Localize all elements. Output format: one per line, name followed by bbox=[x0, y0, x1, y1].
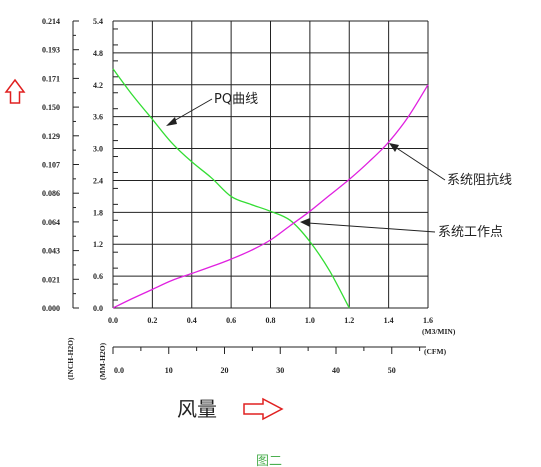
x-tick-label: 1.6 bbox=[423, 316, 433, 325]
outer-y-tick-label: 0.064 bbox=[42, 218, 60, 227]
cfm-tick-label: 20 bbox=[221, 366, 229, 375]
airflow-right-arrow-icon bbox=[243, 397, 284, 421]
system-impedance-line bbox=[112, 84, 429, 309]
y-tick-label: 3.0 bbox=[93, 145, 103, 154]
outer-y-tick-label: 0.214 bbox=[42, 17, 60, 26]
outer-y-tick-label: 0.129 bbox=[42, 132, 60, 141]
x-tick-label: 0.0 bbox=[108, 316, 118, 325]
cfm-tick-label: 0.0 bbox=[114, 366, 124, 375]
operating-point-arrowhead bbox=[300, 218, 310, 227]
y-tick-label: 5.4 bbox=[93, 17, 103, 26]
y-axis-unit-inch-h2o: (INCH-H2O) bbox=[66, 337, 75, 380]
pressure-up-arrow-icon bbox=[4, 78, 26, 104]
y-tick-label: 4.2 bbox=[93, 81, 103, 90]
x-tick-label: 0.2 bbox=[147, 316, 157, 325]
outer-y-tick-label: 0.000 bbox=[42, 304, 60, 313]
x-axis-unit-cfm: (CFM) bbox=[424, 347, 447, 356]
outer-y-tick-label: 0.193 bbox=[42, 46, 60, 55]
outer-y-tick-label: 0.171 bbox=[42, 74, 60, 83]
system-line-arrowhead bbox=[389, 143, 399, 152]
system-line-label: 系统阻抗线 bbox=[447, 173, 512, 188]
y-axis-unit-mm-h2o: (MM-H2O) bbox=[98, 342, 107, 380]
y-tick-label: 1.2 bbox=[93, 240, 103, 249]
x-tick-label: 0.8 bbox=[266, 316, 276, 325]
y-tick-label: 0.6 bbox=[93, 272, 103, 281]
pq-curve-pointer bbox=[171, 98, 213, 123]
y-tick-label: 4.8 bbox=[93, 49, 103, 58]
grid bbox=[112, 20, 429, 309]
operating-point-label: 系统工作点 bbox=[438, 225, 503, 240]
x-tick-label: 1.4 bbox=[384, 316, 394, 325]
cfm-tick-label: 40 bbox=[332, 366, 340, 375]
figure-caption: 图二 bbox=[256, 454, 282, 467]
x-tick-label: 1.2 bbox=[344, 316, 354, 325]
pq-curve-label: PQ曲线 bbox=[214, 92, 258, 107]
outer-y-tick-label: 0.086 bbox=[42, 189, 60, 198]
series-layer bbox=[112, 68, 429, 309]
pq-curve-arrowhead bbox=[166, 117, 177, 126]
system-line-pointer bbox=[394, 146, 446, 181]
outer-y-tick-label: 0.043 bbox=[42, 247, 60, 256]
cfm-tick-label: 30 bbox=[276, 366, 284, 375]
airflow-label: 风量 bbox=[177, 397, 217, 421]
x-tick-label: 0.6 bbox=[226, 316, 236, 325]
y-tick-label: 3.6 bbox=[93, 113, 103, 122]
tick-labels: 0.0 0.2 0.4 0.6 0.8 1.0 1.2 1.4 1.6 0.0 0.6 1.2 1.8 2… bbox=[42, 17, 433, 375]
y-tick-label: 0.0 bbox=[93, 304, 103, 313]
pq-curve-line bbox=[112, 68, 350, 309]
outer-y-tick-label: 0.107 bbox=[42, 161, 60, 170]
cfm-tick-label: 50 bbox=[388, 366, 396, 375]
y-tick-label: 2.4 bbox=[93, 176, 103, 185]
cfm-tick-label: 10 bbox=[165, 366, 173, 375]
x-tick-label: 1.0 bbox=[305, 316, 315, 325]
outer-y-tick-label: 0.021 bbox=[42, 275, 60, 284]
x-tick-label: 0.4 bbox=[187, 316, 197, 325]
outer-y-tick-label: 0.150 bbox=[42, 103, 60, 112]
y-tick-label: 1.8 bbox=[93, 208, 103, 217]
x-axis-unit-m3min: (M3/MIN) bbox=[422, 327, 456, 336]
operating-point-pointer bbox=[307, 222, 436, 233]
outer-y-axis bbox=[72, 20, 426, 354]
